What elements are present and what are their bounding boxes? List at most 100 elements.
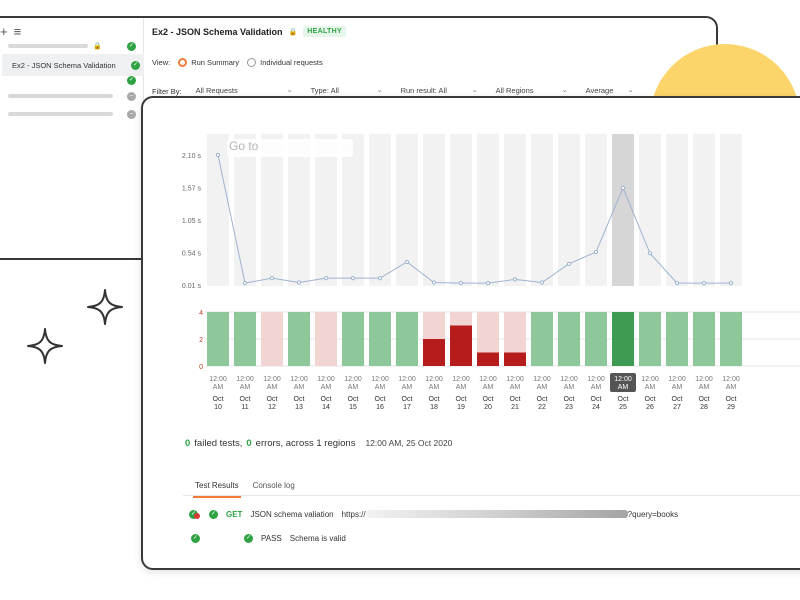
x-tick-time: 12:00: [695, 376, 713, 383]
pass-bar[interactable]: [531, 312, 553, 366]
data-point[interactable]: [485, 281, 491, 286]
x-tick-ampm: AM: [348, 384, 359, 391]
pass-bar[interactable]: [234, 312, 256, 366]
url-redacted: [365, 510, 628, 518]
pass-bar[interactable]: [639, 312, 661, 366]
sidebar-item[interactable]: –: [8, 106, 140, 122]
chart-column[interactable]: [531, 134, 553, 286]
pass-bar[interactable]: [207, 312, 229, 366]
data-point[interactable]: [269, 276, 275, 281]
radio-selected-icon: [178, 58, 188, 67]
data-point[interactable]: [512, 277, 518, 282]
x-tick-month: Oct: [699, 396, 710, 403]
data-point[interactable]: [728, 281, 734, 286]
data-point[interactable]: [296, 280, 302, 285]
y-tick-label: 4: [199, 310, 203, 317]
x-tick-ampm: AM: [402, 384, 413, 391]
chart-column[interactable]: [639, 134, 661, 286]
pass-bar[interactable]: [396, 312, 418, 366]
fail-bar[interactable]: [504, 352, 526, 367]
data-point[interactable]: [215, 152, 221, 158]
x-tick-ampm: AM: [591, 384, 602, 391]
sidebar-item-selected[interactable]: Ex2 - JSON Schema Validation ✓: [2, 54, 144, 76]
partial-bar[interactable]: [504, 312, 526, 353]
chart-column[interactable]: [396, 134, 418, 286]
x-tick-day: 14: [322, 404, 330, 411]
x-tick-time: 12:00: [452, 376, 470, 383]
pass-bar[interactable]: [342, 312, 364, 366]
fail-bar[interactable]: [477, 352, 499, 367]
sidebar-item[interactable]: –: [8, 88, 140, 104]
chart-column[interactable]: [693, 134, 715, 286]
fail-bar[interactable]: [450, 325, 472, 367]
data-point[interactable]: [404, 259, 410, 265]
chart-column[interactable]: [585, 134, 607, 286]
selected-date-marker[interactable]: [610, 373, 636, 392]
partial-bar[interactable]: [477, 312, 499, 353]
data-point[interactable]: [701, 281, 707, 286]
pass-bar[interactable]: [288, 312, 310, 366]
data-point[interactable]: [593, 249, 599, 255]
partial-bar[interactable]: [423, 312, 445, 339]
check-icon: ✓: [209, 509, 218, 519]
partial-bar[interactable]: [315, 312, 337, 366]
chart-column[interactable]: [369, 134, 391, 286]
pass-bar[interactable]: [612, 312, 634, 366]
pass-bar[interactable]: [369, 312, 391, 366]
chart-column[interactable]: [720, 134, 742, 286]
chart-column[interactable]: [477, 134, 499, 286]
radio-individual-requests[interactable]: Individual requests: [247, 58, 323, 67]
fail-bar[interactable]: [423, 339, 445, 366]
data-point[interactable]: [377, 276, 383, 281]
radio-run-summary[interactable]: Run Summary: [178, 58, 239, 67]
filter-icon[interactable]: ≡: [13, 24, 22, 39]
data-point[interactable]: [323, 276, 329, 281]
chart-column[interactable]: [450, 134, 472, 286]
data-point[interactable]: [242, 281, 248, 286]
x-tick-month: Oct: [618, 396, 629, 403]
pass-bar[interactable]: [666, 312, 688, 366]
y-tick-label: 0.01 s: [182, 283, 202, 290]
sidebar-item[interactable]: ✓: [8, 72, 140, 88]
data-point[interactable]: [458, 281, 464, 286]
chart-column[interactable]: [207, 134, 229, 286]
data-point[interactable]: [620, 185, 626, 191]
run-summary-chart[interactable]: 0.01 s0.54 s1.05 s1.57 s2.10 s02412:00AM…: [143, 98, 800, 428]
chart-column[interactable]: [342, 134, 364, 286]
data-point[interactable]: [674, 281, 680, 286]
chart-column[interactable]: [315, 134, 337, 286]
x-tick-month: Oct: [213, 396, 224, 403]
data-point[interactable]: [566, 261, 572, 266]
chart-column[interactable]: [423, 134, 445, 286]
pass-bar[interactable]: [558, 312, 580, 366]
partial-bar[interactable]: [450, 312, 472, 326]
data-point[interactable]: [431, 280, 437, 285]
chart-column[interactable]: [288, 134, 310, 286]
sidebar-item[interactable]: 🔒 ✓: [8, 38, 140, 54]
chevron-down-icon: ⌄: [376, 87, 383, 94]
chart-column[interactable]: [612, 134, 634, 286]
data-point[interactable]: [350, 276, 356, 281]
tab-console-log[interactable]: Console log: [252, 481, 295, 490]
x-tick-month: Oct: [483, 396, 494, 403]
pass-bar[interactable]: [720, 312, 742, 366]
partial-bar[interactable]: [261, 312, 283, 366]
chart-column[interactable]: [261, 134, 283, 286]
x-tick-day: 27: [673, 404, 681, 411]
data-point[interactable]: [539, 280, 545, 285]
add-icon[interactable]: +: [0, 24, 8, 39]
x-tick-time: 12:00: [263, 376, 281, 383]
x-tick-ampm: AM: [456, 384, 467, 391]
x-tick-day: 16: [376, 404, 384, 411]
chart-column[interactable]: [666, 134, 688, 286]
chart-column[interactable]: [558, 134, 580, 286]
chart-column[interactable]: [234, 134, 256, 286]
tab-test-results[interactable]: Test Results: [193, 479, 241, 498]
request-row[interactable]: ✓ ✓ GET JSON schema valiation https:// ?…: [189, 508, 678, 520]
pass-bar[interactable]: [585, 312, 607, 366]
pass-bar[interactable]: [693, 312, 715, 366]
x-tick-month: Oct: [564, 396, 575, 403]
goto-input[interactable]: Go to: [227, 139, 353, 157]
data-point[interactable]: [647, 251, 653, 256]
chart-column[interactable]: [504, 134, 526, 286]
